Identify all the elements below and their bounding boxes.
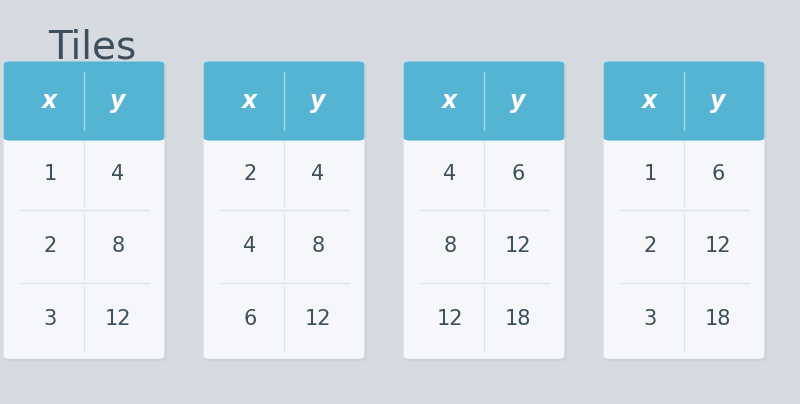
Text: 8: 8 bbox=[111, 236, 125, 257]
Bar bbox=[10, 112, 158, 137]
Bar bbox=[610, 112, 758, 137]
Text: 3: 3 bbox=[643, 309, 657, 329]
FancyBboxPatch shape bbox=[403, 61, 565, 141]
Text: 3: 3 bbox=[43, 309, 57, 329]
Text: 12: 12 bbox=[705, 236, 731, 257]
Text: 4: 4 bbox=[111, 164, 125, 184]
Text: 2: 2 bbox=[43, 236, 57, 257]
Text: x: x bbox=[442, 89, 458, 113]
Text: x: x bbox=[242, 89, 258, 113]
Text: 12: 12 bbox=[437, 309, 463, 329]
Text: 2: 2 bbox=[243, 164, 257, 184]
FancyBboxPatch shape bbox=[406, 64, 566, 361]
Text: 18: 18 bbox=[505, 309, 531, 329]
FancyBboxPatch shape bbox=[206, 64, 366, 361]
Bar bbox=[210, 112, 358, 137]
Text: y: y bbox=[710, 89, 726, 113]
Text: 1: 1 bbox=[43, 164, 57, 184]
FancyBboxPatch shape bbox=[6, 64, 167, 361]
Text: 8: 8 bbox=[311, 236, 325, 257]
Text: y: y bbox=[510, 89, 526, 113]
Text: 6: 6 bbox=[711, 164, 725, 184]
Text: 4: 4 bbox=[311, 164, 325, 184]
FancyBboxPatch shape bbox=[3, 61, 165, 359]
Text: x: x bbox=[642, 89, 658, 113]
Text: x: x bbox=[42, 89, 58, 113]
Text: 6: 6 bbox=[511, 164, 525, 184]
Text: y: y bbox=[110, 89, 126, 113]
Text: 12: 12 bbox=[105, 309, 131, 329]
FancyBboxPatch shape bbox=[403, 61, 565, 359]
Text: 12: 12 bbox=[505, 236, 531, 257]
FancyBboxPatch shape bbox=[3, 61, 165, 141]
FancyBboxPatch shape bbox=[606, 64, 766, 361]
Text: 4: 4 bbox=[243, 236, 257, 257]
Text: 8: 8 bbox=[443, 236, 457, 257]
Text: Tiles: Tiles bbox=[48, 28, 136, 66]
Bar bbox=[410, 112, 558, 137]
FancyBboxPatch shape bbox=[603, 61, 765, 359]
FancyBboxPatch shape bbox=[603, 61, 765, 141]
FancyBboxPatch shape bbox=[203, 61, 364, 141]
Text: 4: 4 bbox=[443, 164, 457, 184]
Text: y: y bbox=[310, 89, 326, 113]
FancyBboxPatch shape bbox=[203, 61, 364, 359]
Text: 1: 1 bbox=[643, 164, 657, 184]
Text: 12: 12 bbox=[305, 309, 331, 329]
Text: 2: 2 bbox=[643, 236, 657, 257]
Text: 6: 6 bbox=[243, 309, 257, 329]
Text: 18: 18 bbox=[705, 309, 731, 329]
